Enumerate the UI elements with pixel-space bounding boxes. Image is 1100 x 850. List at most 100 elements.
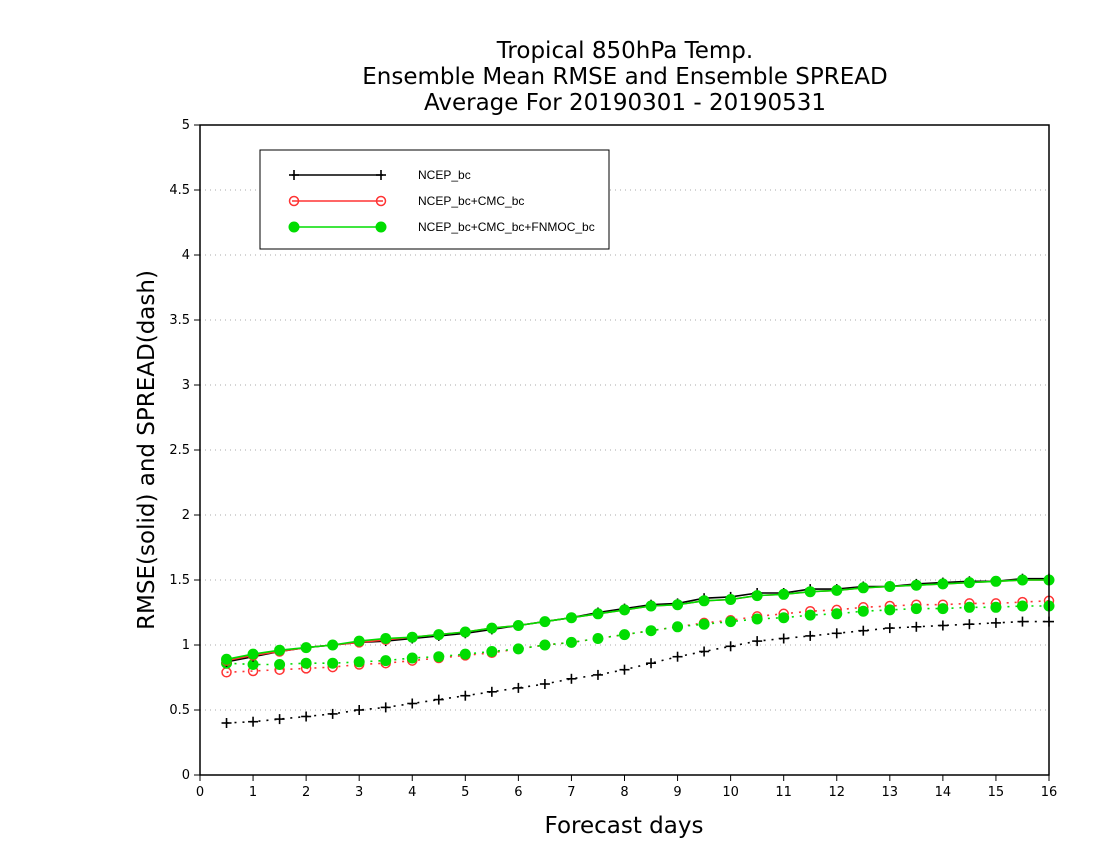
legend-entry-2: NCEP_bc+CMC_bc: [288, 194, 524, 208]
legend-marker: [288, 221, 300, 233]
data-point: [565, 636, 577, 648]
data-point: [433, 651, 445, 663]
data-point: [327, 657, 339, 669]
x-tick-label: 5: [461, 785, 469, 800]
x-tick-label: 4: [408, 785, 416, 800]
data-point: [300, 642, 312, 654]
data-point: [353, 635, 365, 647]
data-point: [804, 609, 816, 621]
data-point: [805, 630, 816, 641]
legend-box: [259, 149, 610, 250]
data-point: [274, 644, 286, 656]
y-axis: 0 0.5 1 1.5 2 2.5 3 3.5 4 4.5 5: [169, 118, 200, 783]
series-spread-1: [221, 616, 1054, 728]
data-point: [459, 626, 471, 638]
data-point: [539, 679, 550, 689]
title-line-2: Ensemble Mean RMSE and Ensemble SPREAD: [362, 64, 887, 90]
data-point: [274, 714, 285, 725]
data-point: [831, 628, 842, 639]
data-point: [380, 702, 391, 713]
data-point: [406, 631, 418, 643]
legend-marker: [289, 170, 299, 180]
data-point: [672, 621, 684, 633]
x-tick-label: 14: [935, 785, 952, 800]
data-point: [327, 708, 338, 719]
y-tick-label: 1.5: [169, 573, 190, 588]
data-point: [725, 641, 736, 652]
legend: NCEP_bc NCEP_bc+CMC_bc NCEP_bc+CMC_bc+FNMO…: [259, 149, 610, 250]
data-point: [247, 648, 259, 660]
x-tick-label: 12: [828, 785, 845, 800]
data-point: [937, 620, 948, 631]
data-point: [990, 575, 1002, 587]
data-point: [353, 656, 365, 668]
y-tick-label: 0: [182, 768, 190, 783]
data-point: [406, 652, 418, 664]
legend-marker: [375, 195, 387, 207]
y-tick-label: 5: [182, 118, 190, 133]
y-axis-label: RMSE(solid) and SPREAD(dash): [134, 270, 160, 630]
data-point: [566, 673, 577, 684]
data-point: [752, 636, 763, 647]
data-point: [751, 590, 763, 602]
data-point: [619, 604, 630, 616]
series-line: [226, 579, 1049, 662]
data-point: [672, 651, 683, 662]
data-point: [592, 608, 604, 620]
data-point: [512, 643, 524, 655]
data-point: [778, 633, 789, 644]
x-tick-label: 16: [1041, 785, 1058, 800]
x-tick-label: 10: [722, 785, 739, 800]
data-point: [380, 633, 392, 644]
x-tick-label: 7: [567, 785, 575, 800]
data-point: [407, 698, 418, 709]
data-point: [699, 646, 710, 657]
y-tick-label: 2.5: [169, 443, 190, 458]
data-point: [725, 594, 737, 605]
data-point: [646, 658, 657, 669]
data-point: [248, 716, 259, 727]
series-line: [226, 577, 1049, 663]
legend-marker: [288, 195, 300, 207]
series-line: [226, 620, 1049, 724]
data-point: [486, 622, 498, 634]
data-point: [698, 618, 710, 630]
y-tick-label: 2: [182, 508, 190, 523]
title-line-1: Tropical 850hPa Temp.: [496, 38, 753, 64]
data-point: [300, 657, 312, 669]
data-point: [645, 625, 657, 637]
series-line: [226, 600, 1050, 674]
series-rmse-2: [221, 574, 1055, 666]
data-point: [698, 595, 710, 607]
data-point: [539, 639, 551, 651]
data-point: [937, 603, 949, 615]
data-point: [592, 669, 603, 680]
data-point: [486, 686, 497, 697]
data-point: [592, 633, 604, 644]
data-point: [486, 646, 498, 657]
data-point: [274, 659, 286, 670]
data-point: [884, 581, 896, 592]
data-point: [857, 605, 869, 617]
data-point: [804, 586, 816, 598]
y-tick-label: 3.5: [169, 313, 190, 328]
series-spread-3: [221, 600, 1055, 670]
data-point: [910, 579, 922, 591]
y-tick-label: 1: [182, 638, 190, 653]
series-rmse-3: [221, 574, 1055, 665]
data-point: [619, 664, 630, 675]
data-point: [380, 655, 392, 667]
data-point: [751, 613, 763, 625]
data-point: [990, 601, 1002, 613]
legend-entry-3: NCEP_bc+CMC_bc+FNMOC_bc: [288, 220, 595, 234]
data-point: [963, 577, 975, 589]
data-point: [964, 619, 975, 630]
x-tick-label: 0: [196, 785, 204, 800]
data-point: [1016, 600, 1028, 612]
data-point: [990, 617, 1001, 628]
data-point: [221, 718, 232, 728]
plot-frame: [199, 124, 1050, 776]
chart-title: Tropical 850hPa Temp. Ensemble Mean RMSE…: [362, 38, 887, 116]
data-point: [459, 648, 471, 660]
data-point: [778, 588, 790, 600]
